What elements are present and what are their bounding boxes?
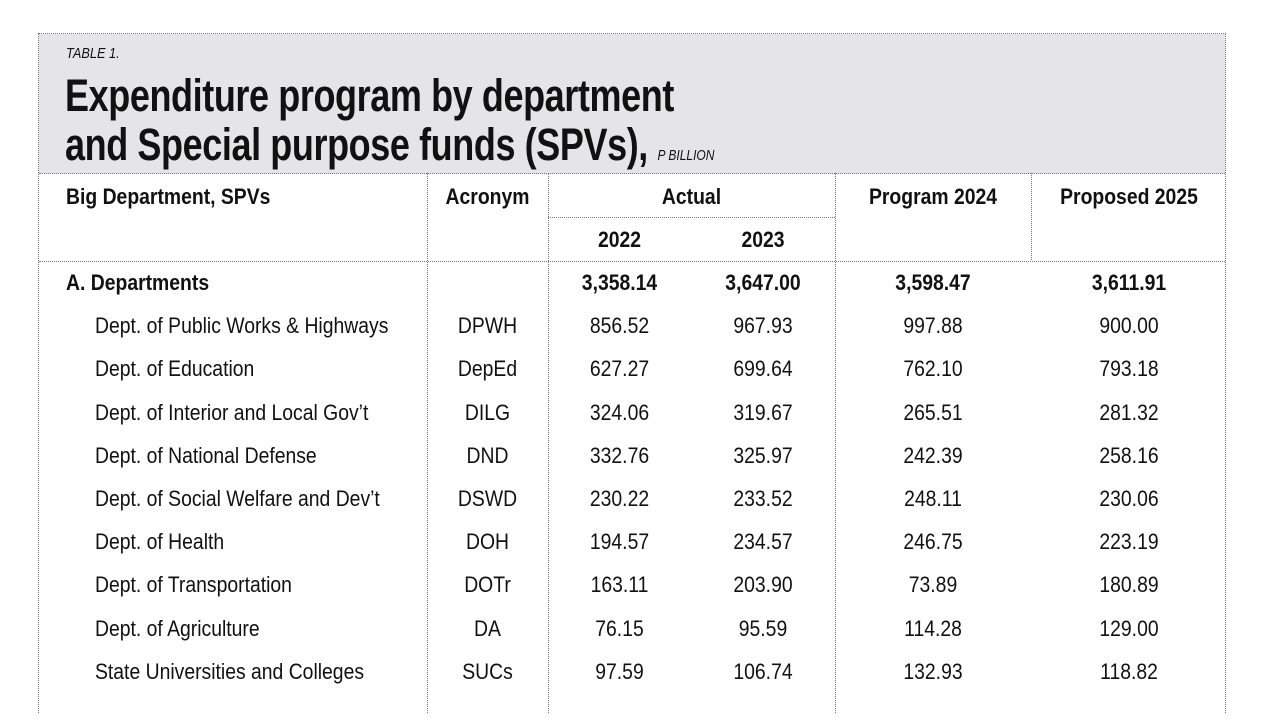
row-value-2022: 194.57 <box>589 529 650 555</box>
row-name: Dept. of Education <box>95 356 255 382</box>
row-program-2024: 132.93 <box>903 658 963 684</box>
table-title-line-1: Expenditure program by department <box>65 70 674 121</box>
unit-label: P BILLION <box>657 147 715 164</box>
row-program-2024: 997.88 <box>903 313 963 339</box>
row-name: Dept. of Transportation <box>95 572 292 598</box>
header-2023: 2023 <box>741 227 785 252</box>
row-proposed-2025: 793.18 <box>1099 356 1159 382</box>
header-proposed-2025: Proposed 2025 <box>1060 184 1198 209</box>
header-divider <box>39 261 1225 262</box>
row-program-2024: 246.75 <box>903 529 963 555</box>
row-proposed-2025: 230.06 <box>1099 486 1159 511</box>
row-acronym: DepEd <box>457 356 518 382</box>
row-value-2022: 856.52 <box>589 313 650 339</box>
row-value-2023: 319.67 <box>733 399 793 425</box>
row-value-2023: 699.64 <box>733 356 793 382</box>
row-acronym: DSWD <box>457 486 518 511</box>
row-program-2024: 73.89 <box>908 572 958 598</box>
row-value-2022: 3,358.14 <box>581 270 658 295</box>
section-name: A. Departments <box>66 270 210 295</box>
column-divider <box>548 173 549 713</box>
row-name: State Universities and Colleges <box>95 658 365 684</box>
header-actual: Actual <box>661 184 722 209</box>
column-divider <box>427 173 428 713</box>
row-program-2024: 265.51 <box>903 399 963 425</box>
row-acronym: DOH <box>465 529 510 555</box>
column-divider <box>1031 173 1032 260</box>
header-program-2024: Program 2024 <box>868 184 998 209</box>
row-value-2023: 234.57 <box>733 529 793 555</box>
table-title-line-2: and Special purpose funds (SPVs), P BILL… <box>65 119 714 171</box>
row-acronym: SUCs <box>462 658 513 684</box>
row-program-2024: 242.39 <box>903 442 963 468</box>
row-name: Dept. of National Defense <box>95 442 317 468</box>
row-proposed-2025: 258.16 <box>1099 442 1159 468</box>
row-value-2022: 332.76 <box>589 442 650 468</box>
row-proposed-2025: 900.00 <box>1099 313 1159 339</box>
row-value-2022: 230.22 <box>589 486 650 511</box>
expenditure-table: TABLE 1. Expenditure program by departme… <box>38 33 1226 713</box>
row-value-2023: 95.59 <box>738 615 788 641</box>
subheader-divider <box>548 217 835 218</box>
row-proposed-2025: 223.19 <box>1099 529 1159 555</box>
row-value-2023: 3,647.00 <box>725 270 801 295</box>
row-name: Dept. of Public Works & Highways <box>95 313 389 339</box>
row-value-2023: 325.97 <box>733 442 793 468</box>
row-program-2024: 248.11 <box>904 486 962 511</box>
row-name: Dept. of Interior and Local Gov’t <box>95 399 369 425</box>
row-proposed-2025: 129.00 <box>1099 615 1159 641</box>
column-divider <box>835 173 836 713</box>
row-proposed-2025: 118.82 <box>1100 658 1158 684</box>
header-acronym: Acronym <box>445 184 530 209</box>
row-value-2022: 163.11 <box>590 572 649 598</box>
row-value-2022: 97.59 <box>595 658 644 684</box>
row-program-2024: 114.28 <box>904 615 962 641</box>
row-proposed-2025: 3,611.91 <box>1091 270 1167 295</box>
row-acronym: DOTr <box>464 572 511 598</box>
row-program-2024: 3,598.47 <box>895 270 971 295</box>
row-acronym: DA <box>474 615 501 641</box>
row-value-2023: 233.52 <box>733 486 793 511</box>
header-name: Big Department, SPVs <box>66 184 271 209</box>
row-value-2023: 203.90 <box>733 572 793 598</box>
row-name: Dept. of Health <box>95 529 225 555</box>
row-acronym: DND <box>466 442 509 468</box>
header-2022: 2022 <box>597 227 642 252</box>
row-name: Dept. of Social Welfare and Dev’t <box>95 486 380 511</box>
title-line-2-text: and Special purpose funds (SPVs), <box>65 119 648 170</box>
row-acronym: DPWH <box>457 313 518 339</box>
row-acronym: DILG <box>464 399 511 425</box>
row-value-2022: 627.27 <box>589 356 650 382</box>
row-proposed-2025: 180.89 <box>1099 572 1159 598</box>
row-name: Dept. of Agriculture <box>95 615 260 641</box>
row-value-2023: 967.93 <box>733 313 793 339</box>
row-value-2023: 106.74 <box>733 658 793 684</box>
row-program-2024: 762.10 <box>903 356 963 382</box>
row-value-2022: 76.15 <box>595 615 644 641</box>
row-value-2022: 324.06 <box>589 399 650 425</box>
title-block: TABLE 1. Expenditure program by departme… <box>39 34 1225 174</box>
table-label: TABLE 1. <box>66 45 120 62</box>
row-proposed-2025: 281.32 <box>1099 399 1159 425</box>
